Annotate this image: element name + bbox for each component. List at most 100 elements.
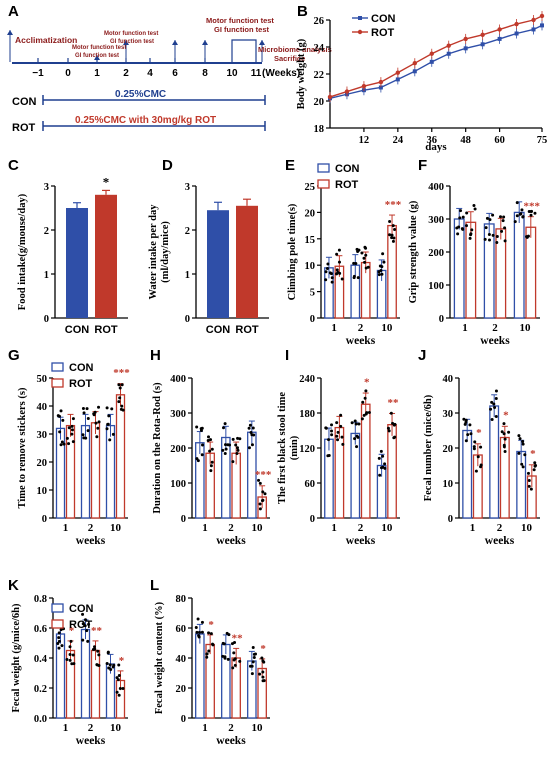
data-point	[251, 660, 255, 664]
data-point	[382, 260, 386, 264]
data-point	[383, 462, 387, 466]
y-tick-label: 400	[170, 374, 186, 385]
data-point	[515, 214, 519, 218]
series-rot	[327, 10, 545, 102]
data-point	[473, 440, 477, 444]
panel-letter-f: F	[418, 157, 427, 174]
data-point	[529, 210, 533, 214]
x-tick-label: 75	[537, 135, 548, 146]
data-point	[200, 630, 204, 634]
data-point	[117, 674, 121, 678]
data-point	[232, 651, 236, 655]
data-point	[412, 69, 417, 74]
data-point	[106, 422, 110, 426]
data-point	[341, 442, 345, 446]
y-axis-label: Time to remove stickers (s)	[17, 387, 28, 508]
y-tick-label: 80	[176, 594, 187, 605]
data-point	[518, 437, 522, 441]
data-point	[460, 227, 464, 231]
significance-mark: ***	[113, 367, 130, 379]
data-point	[59, 628, 63, 632]
x-tick-label: 36	[427, 135, 438, 146]
legend-swatch-rot	[317, 179, 330, 189]
panel-letter-c: C	[8, 157, 19, 174]
data-point	[464, 418, 468, 422]
data-point	[529, 487, 533, 491]
panel-letter-g: G	[8, 347, 20, 364]
data-point	[83, 618, 87, 622]
data-point	[327, 94, 333, 100]
y-tick-label: 40	[176, 654, 187, 665]
data-point	[500, 229, 504, 233]
data-point	[499, 215, 503, 219]
data-point	[200, 426, 204, 430]
data-point	[466, 433, 470, 437]
significance-mark: *	[260, 643, 266, 655]
y-axis-label: Grip strength value (g)	[408, 200, 419, 303]
data-point	[472, 445, 476, 449]
y-tick-label: 300	[428, 215, 444, 226]
data-point	[117, 400, 121, 404]
data-point	[94, 421, 98, 425]
timeline-tick-label: 0	[65, 68, 71, 79]
data-point	[380, 272, 384, 276]
data-point	[446, 51, 451, 56]
data-point	[56, 641, 60, 645]
data-point	[118, 396, 122, 400]
data-point	[340, 435, 344, 439]
bar-con-week-1	[462, 429, 473, 519]
data-point	[532, 468, 536, 472]
event-gi-test: GI function test	[75, 53, 119, 59]
legend-label-con: CON	[69, 603, 94, 615]
data-point	[521, 465, 525, 469]
data-point	[263, 492, 267, 496]
data-point	[253, 652, 257, 656]
data-point	[120, 383, 124, 387]
y-tick-label: 0	[181, 714, 186, 725]
data-point	[105, 406, 109, 410]
data-point	[337, 248, 341, 252]
data-point	[492, 402, 496, 406]
data-point	[62, 442, 66, 446]
data-point	[65, 657, 69, 661]
data-point	[82, 411, 86, 415]
data-point	[59, 443, 63, 447]
x-category-label: 1	[202, 722, 208, 734]
data-point	[328, 271, 332, 275]
data-point	[395, 77, 400, 82]
data-point	[234, 443, 238, 447]
data-point	[502, 215, 506, 219]
data-point	[105, 661, 109, 665]
data-point	[520, 462, 524, 466]
data-point	[224, 443, 228, 447]
y-tick-label: 0.8	[34, 594, 47, 605]
timeline-tick-label: 10	[226, 68, 238, 79]
y-tick-label: 24	[314, 43, 325, 54]
timeline-arrowhead	[259, 40, 265, 45]
data-point	[335, 434, 339, 438]
group-treatment: 0.25%CMC with 30mg/kg ROT	[75, 115, 216, 126]
y-tick-label: 0	[448, 514, 453, 525]
data-point	[107, 414, 111, 418]
data-point	[468, 236, 472, 240]
significance-mark: *	[364, 376, 370, 388]
data-point	[363, 396, 367, 400]
panel-c-chart: 0 1 2 3 Food intake(g/mouse/day) CON ROT *	[17, 174, 128, 336]
y-tick-label: 2	[44, 226, 49, 237]
event-motor-test: Motor function test	[72, 45, 126, 51]
data-point	[70, 428, 74, 432]
data-point	[517, 451, 521, 455]
data-point	[523, 453, 527, 457]
data-point	[515, 201, 519, 205]
data-point	[81, 612, 85, 616]
data-point	[120, 404, 124, 408]
bar-rot-week-10	[115, 394, 126, 519]
data-point	[205, 655, 209, 659]
data-point	[261, 679, 265, 683]
data-point	[388, 220, 392, 224]
data-point	[465, 211, 469, 215]
timeline-bracket	[231, 39, 257, 58]
data-point	[222, 426, 226, 430]
data-point	[521, 442, 525, 446]
data-point	[211, 643, 215, 647]
